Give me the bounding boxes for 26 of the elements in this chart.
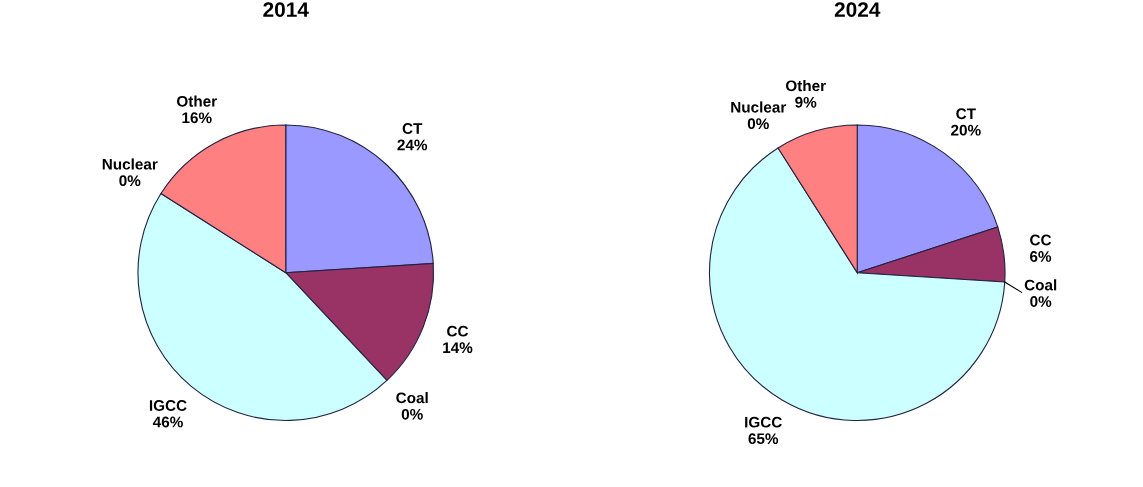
data-label: 24% (397, 139, 428, 151)
text: 0% (119, 175, 141, 187)
text: 0% (401, 408, 423, 420)
data-label: 16% (182, 112, 212, 124)
data-label: 9% (795, 96, 817, 108)
chart-title: 2014 (263, 2, 309, 17)
slice-label: IGCC (149, 400, 187, 411)
category-label: Coal (396, 392, 428, 404)
data-label: 14% (443, 342, 473, 354)
data-label: 65% (748, 433, 779, 445)
slice-label: IGCC (745, 416, 782, 428)
slice-label: Other (177, 95, 217, 107)
slice-label: CT (956, 108, 976, 120)
chart-title: 2024 (834, 2, 881, 17)
category-label: Nuclear (731, 101, 787, 113)
legend-label: Coal (1024, 279, 1057, 291)
data-label: 46% (152, 416, 183, 428)
slice-label: Other (785, 79, 826, 92)
text: 0% (747, 118, 769, 130)
category-label: Nuclear (102, 158, 158, 170)
data-label: 6% (1030, 251, 1052, 262)
data-label: 20% (951, 124, 981, 136)
text: 0% (1030, 296, 1052, 307)
slice-label: CC (1030, 234, 1052, 246)
slice-label: CT (402, 123, 423, 134)
slice-label: CC (447, 325, 469, 337)
